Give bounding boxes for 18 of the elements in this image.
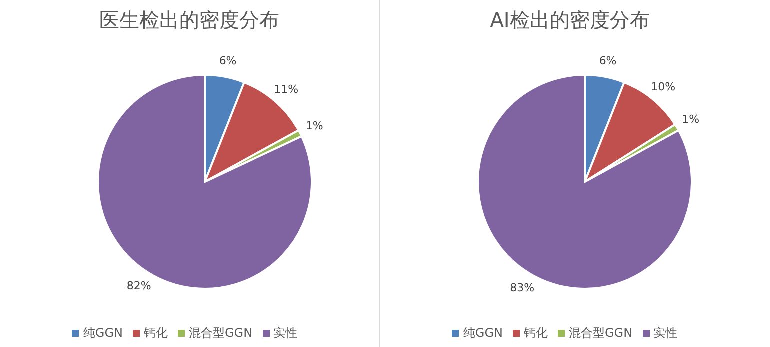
data-label: 82%: [126, 279, 152, 292]
data-label: 11%: [274, 83, 299, 96]
legend-label: 实性: [274, 326, 298, 340]
data-label: 6%: [599, 54, 617, 68]
data-label: 83%: [510, 281, 535, 294]
data-label: 6%: [219, 54, 237, 68]
legend-label: 混合型GGN: [189, 326, 253, 340]
legend-label: 钙化: [144, 326, 168, 340]
chart-title: 医生检出的密度分布: [98, 7, 280, 34]
legend-label: 混合型GGN: [569, 326, 633, 340]
legend-label: 实性: [654, 326, 678, 340]
data-label: 1%: [306, 120, 324, 133]
data-label: 10%: [651, 80, 676, 94]
legend-label: 纯GGN: [463, 326, 503, 340]
legend-label: 纯GGN: [83, 326, 123, 340]
legend-label: 钙化: [524, 326, 548, 340]
chart-title: AI检出的密度分布: [489, 7, 651, 34]
data-label: 1%: [682, 112, 700, 126]
